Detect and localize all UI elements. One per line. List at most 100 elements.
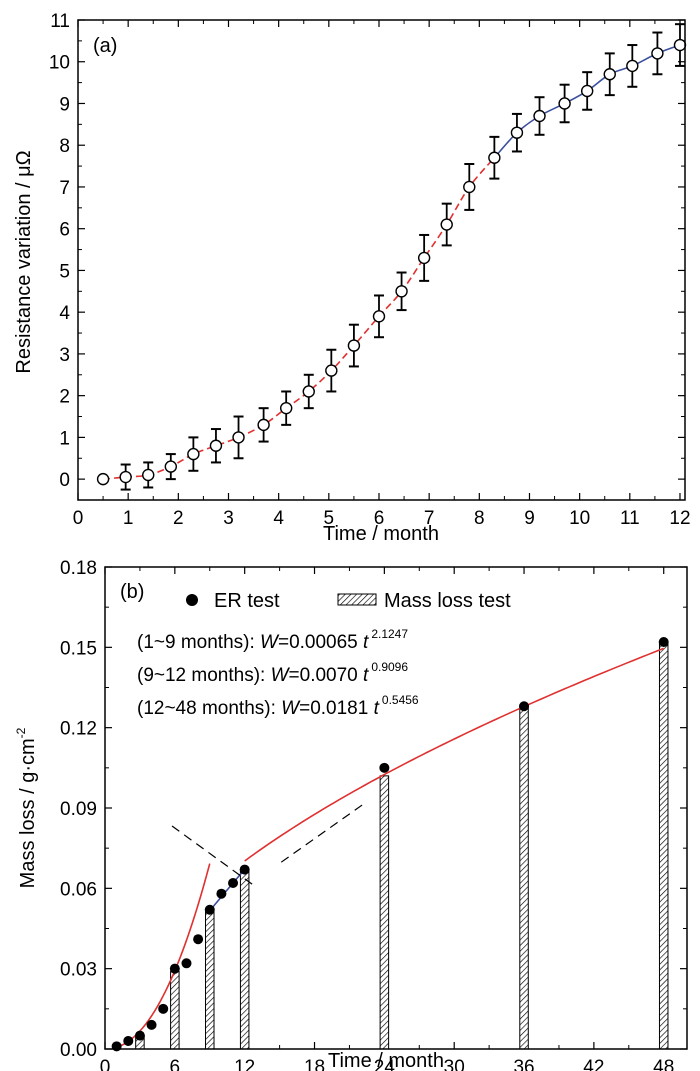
panel-b-segment-dividers: [171, 801, 367, 888]
data-point: [510, 126, 524, 139]
data-point: [372, 310, 386, 323]
fit-curve: [103, 157, 495, 480]
er-point: [169, 963, 180, 974]
x-tick-label: 4: [273, 508, 284, 529]
x-tick-label: 9: [524, 508, 535, 529]
data-point: [673, 38, 687, 52]
y-tick-label: 10: [49, 53, 70, 74]
y-tick-label: 0.00: [60, 1040, 97, 1061]
legend-mass-loss-label: Mass loss test: [384, 590, 511, 612]
data-point: [232, 431, 245, 444]
panel-a-y-ticks: 0 1 2 3 4 5 6 7 8 9 10 11: [49, 11, 685, 491]
panel-a-label: (a): [93, 35, 117, 57]
y-tick-label: 0.06: [60, 879, 97, 900]
data-point: [463, 180, 476, 194]
data-point: [603, 68, 616, 81]
y-tick-label: 0.15: [60, 638, 97, 659]
data-point: [302, 385, 315, 398]
er-point: [379, 762, 390, 773]
data-point: [209, 439, 223, 452]
x-tick-label: 42: [583, 1057, 604, 1071]
legend-er-marker: [186, 594, 198, 606]
x-tick-label: 1: [123, 508, 134, 529]
data-point: [164, 460, 178, 473]
er-point: [658, 636, 669, 647]
x-tick-label: 10: [569, 508, 590, 529]
panel-b-y-axis-title: Mass loss / g·cm-2: [14, 727, 39, 888]
er-point: [193, 934, 204, 945]
x-tick-label: 7: [424, 508, 435, 529]
panel-b-equations: (1~9 months): W=0.00065 t 2.1247 (9~12 mo…: [137, 627, 419, 719]
legend-er-label: ER test: [214, 590, 280, 612]
x-tick-label: 5: [324, 508, 335, 529]
x-tick-label: 6: [374, 508, 385, 529]
er-point: [146, 1019, 157, 1030]
x-tick-label: 2: [173, 508, 184, 529]
y-tick-label: 3: [59, 345, 70, 366]
er-point: [519, 701, 530, 712]
equation-3: (12~48 months): W=0.0181 t 0.5456: [137, 693, 419, 719]
panel-b-x-ticks: 0 6 12 18 24 30 36 42 48: [100, 567, 674, 1071]
er-point: [216, 888, 227, 899]
er-point: [158, 1003, 169, 1014]
er-point: [239, 864, 250, 875]
panel-a-x-axis-title: Time / month: [323, 523, 439, 545]
divider-line-12-months: [280, 801, 367, 863]
x-tick-label: 24: [374, 1057, 396, 1071]
data-point: [257, 418, 270, 432]
legend-mass-loss-marker: [337, 593, 377, 606]
panel-b-label: (b): [120, 581, 144, 603]
er-point: [134, 1030, 145, 1041]
mass-loss-bar: [379, 775, 390, 1050]
y-tick-label: 7: [59, 178, 70, 199]
panel-a-x-ticks: 0 1 2 3 4 5 6 7 8 9 10 11 12: [73, 20, 691, 529]
data-point: [96, 472, 110, 486]
y-tick-label: 1: [59, 428, 70, 449]
equation-2: (9~12 months): W=0.0070 t 0.9096: [137, 660, 408, 686]
panel-b-plot-frame: [104, 566, 688, 1050]
divider-line-9-months: [171, 825, 257, 888]
data-point: [347, 339, 361, 352]
er-point: [111, 1041, 122, 1052]
y-tick-label: 0.09: [60, 799, 97, 820]
data-point: [279, 401, 293, 415]
y-tick-label: 5: [59, 261, 70, 282]
data-point: [142, 468, 155, 482]
fit-curve: [209, 868, 246, 912]
y-tick-label: 6: [59, 220, 70, 241]
x-tick-label: 3: [223, 508, 234, 529]
er-point: [204, 904, 215, 915]
data-point: [488, 151, 501, 164]
mass-loss-bar: [170, 970, 180, 1050]
mass-loss-bar: [658, 641, 669, 1050]
x-tick-label: 30: [444, 1057, 465, 1071]
equation-1: (1~9 months): W=0.00065 t 2.1247: [137, 627, 408, 653]
data-point: [417, 251, 431, 265]
data-point: [626, 59, 639, 73]
x-tick-label: 12: [234, 1057, 255, 1071]
panel-a-plot-frame: [77, 19, 686, 501]
x-tick-label: 36: [513, 1057, 534, 1071]
x-tick-label: 18: [304, 1057, 325, 1071]
fit-curve: [244, 647, 665, 862]
x-tick-label: 8: [474, 508, 485, 529]
x-tick-label: 6: [170, 1057, 181, 1071]
y-tick-label: 0.18: [60, 558, 97, 579]
panel-b-chart: 0.00 0.03 0.06 0.09 0.12 0.15 0.18 0 6 12 18 24 30 3…: [14, 558, 688, 1071]
data-point: [119, 470, 132, 484]
x-tick-label: 48: [653, 1057, 674, 1071]
data-point: [651, 47, 664, 60]
data-point: [325, 364, 338, 377]
panel-b-legend: ER test Mass loss test: [186, 590, 511, 612]
er-point: [181, 958, 192, 969]
mass-loss-bar: [239, 869, 250, 1050]
panel-b-x-axis-title: Time / month: [328, 1050, 444, 1071]
mass-loss-bar: [205, 909, 215, 1050]
panel-a-y-axis-title: Resistance variation / μΩ: [13, 150, 35, 373]
panel-a-fit-curves: [103, 44, 681, 480]
x-tick-label: 0: [100, 1057, 111, 1071]
data-point: [558, 97, 571, 110]
panel-a-data-points: [96, 23, 687, 491]
